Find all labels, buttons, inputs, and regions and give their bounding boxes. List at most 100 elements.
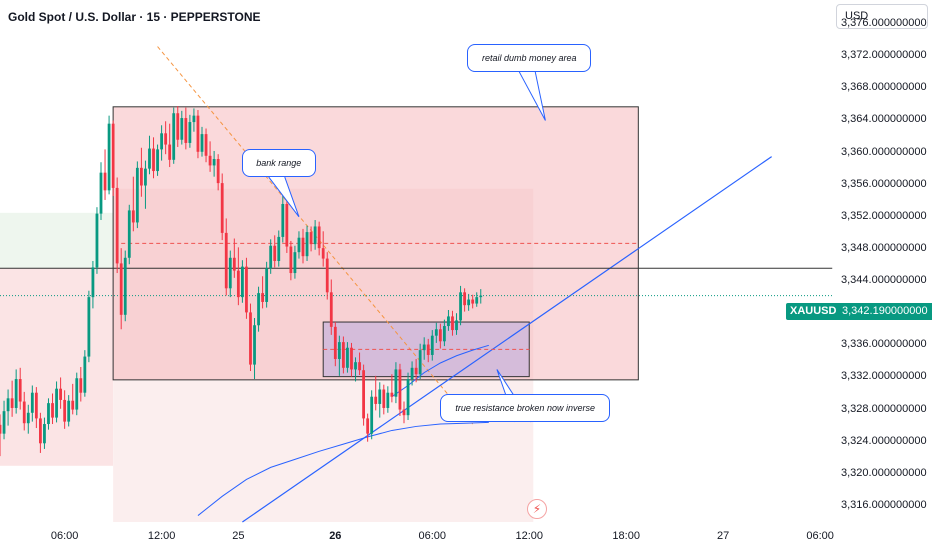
lightning-icon[interactable]: ⚡ bbox=[527, 499, 547, 519]
callout-pointer bbox=[518, 71, 546, 121]
y-tick-label: 3,352.000000000 bbox=[841, 209, 927, 222]
candle-body bbox=[447, 316, 450, 327]
annotation-callout[interactable]: bank range bbox=[241, 149, 316, 178]
candle-body bbox=[354, 362, 357, 370]
candle-body bbox=[188, 122, 192, 143]
candle-body bbox=[99, 172, 103, 214]
candle-body bbox=[220, 183, 224, 233]
y-tick-label: 3,344.000000000 bbox=[841, 274, 927, 287]
candle-body bbox=[321, 248, 325, 259]
blue-trend bbox=[242, 156, 772, 523]
candle-body bbox=[273, 245, 277, 261]
candle-body bbox=[313, 226, 317, 245]
candle-body bbox=[325, 258, 329, 293]
candle-body bbox=[224, 232, 228, 289]
y-tick-label: 3,364.000000000 bbox=[841, 113, 927, 126]
candle-body bbox=[410, 367, 414, 380]
candle-body bbox=[253, 325, 256, 365]
candle-body bbox=[47, 403, 50, 425]
x-tick-label: 06:00 bbox=[50, 530, 79, 542]
candle-body bbox=[350, 347, 353, 370]
candle-body bbox=[293, 252, 297, 274]
candle-body bbox=[127, 210, 131, 258]
candle-body bbox=[269, 245, 273, 269]
candle-body bbox=[426, 344, 430, 355]
candle-body bbox=[451, 316, 454, 331]
candle-body bbox=[180, 118, 184, 140]
candle-body bbox=[467, 299, 471, 306]
x-tick-label: 26 bbox=[329, 530, 342, 542]
candle-body bbox=[79, 378, 83, 393]
candle-body bbox=[87, 297, 91, 357]
candle-body bbox=[390, 392, 394, 397]
candle-body bbox=[317, 226, 321, 249]
candle-body bbox=[463, 292, 466, 306]
candle-body bbox=[305, 232, 309, 257]
candle-body bbox=[216, 159, 220, 184]
candle-body bbox=[301, 237, 305, 257]
candle-body bbox=[438, 329, 442, 342]
candle-body bbox=[18, 379, 22, 402]
y-tick-label: 3,360.000000000 bbox=[841, 145, 927, 158]
candle-body bbox=[184, 118, 188, 143]
candle-body bbox=[71, 400, 75, 410]
candle-body bbox=[289, 246, 293, 274]
candle-body bbox=[160, 133, 163, 150]
annotation-callout[interactable]: true resistance broken now inverse bbox=[440, 393, 611, 422]
candle-body bbox=[337, 342, 341, 359]
candle-body bbox=[164, 133, 168, 145]
y-tick-label: 3,368.000000000 bbox=[841, 81, 927, 94]
candle-body bbox=[374, 396, 378, 404]
candle-body bbox=[479, 295, 483, 298]
candle-body bbox=[398, 369, 402, 410]
candle-body bbox=[119, 263, 123, 315]
candle-body bbox=[366, 418, 370, 434]
candle-body bbox=[297, 237, 301, 253]
candle-body bbox=[208, 155, 212, 166]
candle-body bbox=[95, 213, 99, 268]
candle-body bbox=[406, 379, 410, 416]
candle-body bbox=[402, 409, 406, 416]
candle-body bbox=[212, 159, 216, 166]
candle-body bbox=[144, 168, 147, 186]
candle-body bbox=[83, 356, 87, 393]
candle-body bbox=[378, 389, 382, 404]
moving-average-1 bbox=[197, 421, 489, 516]
candle-body bbox=[192, 115, 196, 123]
candle-body bbox=[135, 167, 139, 223]
candle-body bbox=[22, 401, 26, 424]
y-tick-label: 3,324.000000000 bbox=[841, 434, 927, 447]
candle-body bbox=[63, 399, 67, 422]
candle-body bbox=[39, 418, 42, 444]
annotation-callout[interactable]: retail dumb money area bbox=[467, 43, 592, 72]
candle-body bbox=[6, 398, 10, 412]
candle-body bbox=[14, 379, 18, 408]
candle-body bbox=[430, 335, 434, 355]
candle-body bbox=[172, 113, 176, 160]
candle-body bbox=[386, 392, 390, 408]
x-tick-label: 06:00 bbox=[806, 530, 834, 542]
x-tick-label: 27 bbox=[717, 530, 730, 542]
candle-body bbox=[285, 203, 289, 247]
x-tick-label: 18:00 bbox=[612, 530, 640, 542]
currency-button[interactable]: USD bbox=[836, 4, 928, 29]
candle-body bbox=[200, 134, 204, 152]
background-shade-green bbox=[0, 212, 114, 269]
candle-body bbox=[115, 187, 119, 264]
candle-body bbox=[342, 342, 345, 368]
x-tick-label: 12:00 bbox=[515, 530, 543, 542]
y-tick-label: 3,320.000000000 bbox=[841, 466, 927, 479]
candle-body bbox=[309, 232, 313, 245]
candle-body bbox=[0, 424, 2, 434]
candle-body bbox=[168, 144, 172, 160]
chart-title: Gold Spot / U.S. Dollar · 15 · PEPPERSTO… bbox=[6, 9, 263, 25]
candle-body bbox=[140, 167, 143, 186]
candle-body bbox=[394, 369, 398, 397]
candle-body bbox=[196, 115, 200, 152]
candle-body bbox=[91, 267, 95, 298]
price-scale[interactable]: 3,376.000000000 3,372.000000000 3,368.0000… bbox=[832, 0, 932, 550]
candle-body bbox=[362, 370, 365, 419]
candle-body bbox=[228, 257, 232, 289]
